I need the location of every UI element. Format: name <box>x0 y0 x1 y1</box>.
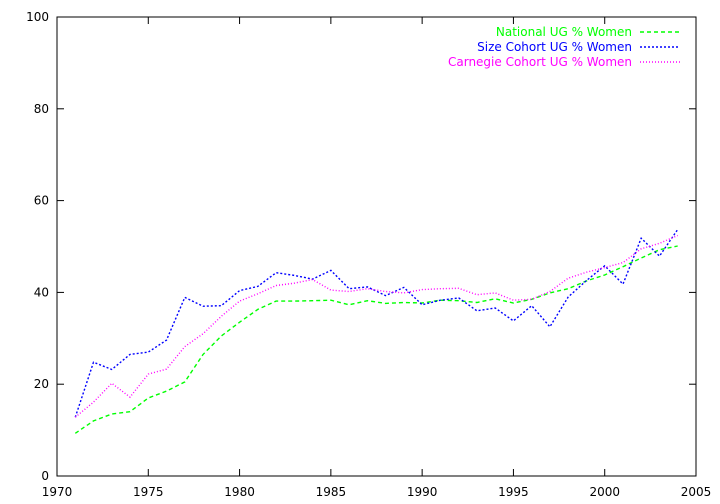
x-tick-label: 1980 <box>224 485 255 499</box>
x-tick-label: 2000 <box>589 485 620 499</box>
x-tick-label: 1975 <box>133 485 164 499</box>
x-tick-label: 2005 <box>681 485 712 499</box>
y-tick-label: 20 <box>34 377 49 391</box>
axis-ticks: 1970 1975 1980 1985 1990 1995 2000 2005 0 20 40 60 8… <box>26 10 711 499</box>
x-tick-label: 1985 <box>316 485 347 499</box>
x-tick-label: 1990 <box>407 485 438 499</box>
series-line-1 <box>74 245 678 434</box>
x-tick-label: 1970 <box>42 485 73 499</box>
y-tick-label: 40 <box>34 285 49 299</box>
legend-label-1: National UG % Women <box>496 25 632 39</box>
series-line-3 <box>74 234 678 418</box>
series-line-2 <box>74 229 679 418</box>
y-tick-label: 80 <box>34 102 49 116</box>
x-tick-label: 1995 <box>498 485 529 499</box>
y-tick-label: 60 <box>34 194 49 208</box>
plot-frame <box>56 16 697 477</box>
y-tick-label: 100 <box>26 10 49 24</box>
y-tick-label: 0 <box>41 469 49 483</box>
legend-label-2: Size Cohort UG % Women <box>477 40 632 54</box>
legend-label-3: Carnegie Cohort UG % Women <box>448 55 632 69</box>
series-lines <box>74 229 679 434</box>
